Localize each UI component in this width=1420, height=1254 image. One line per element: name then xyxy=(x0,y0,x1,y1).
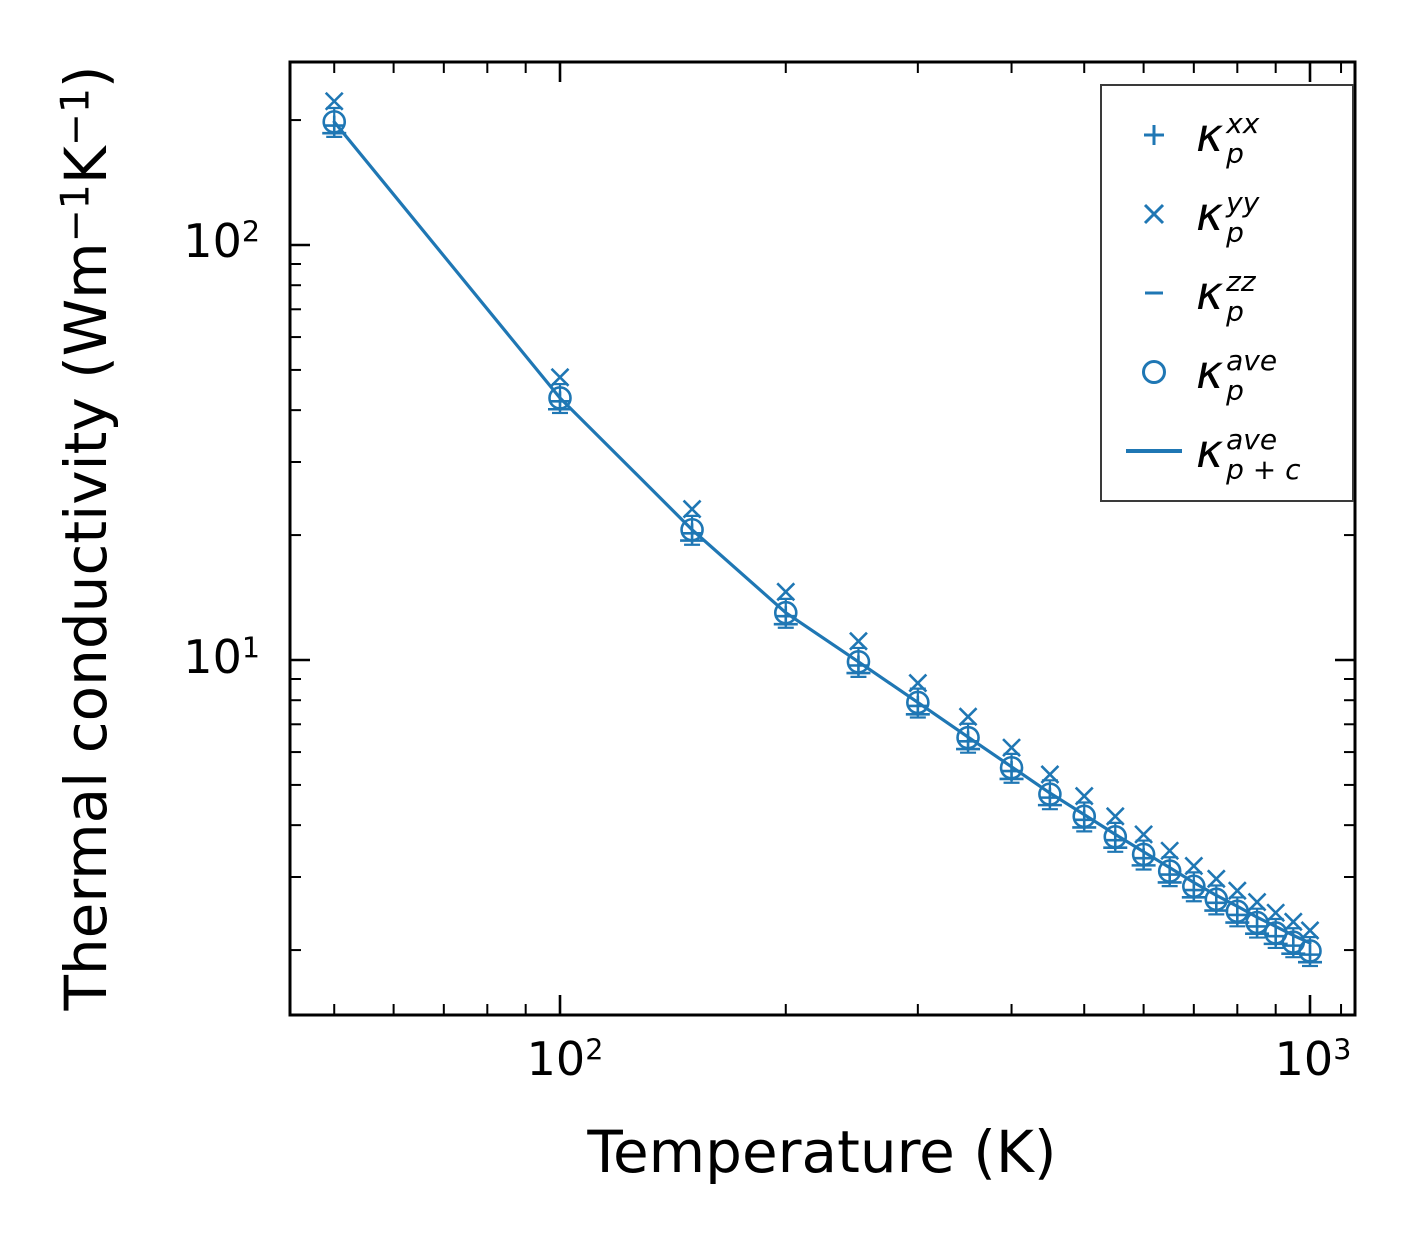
y-tick-label-10: 101 xyxy=(183,630,260,684)
line-marker-icon xyxy=(1112,429,1196,473)
legend-label: κ ave p + c xyxy=(1196,422,1301,486)
y-tick-label-100: 102 xyxy=(183,214,260,268)
circle-marker-icon xyxy=(1112,350,1196,394)
dash-marker-icon xyxy=(1112,271,1196,315)
legend-entry-kappa-ave: κ ave p xyxy=(1112,339,1346,407)
legend-label: κ ave p xyxy=(1196,343,1278,407)
legend-entry-kappa-zz: κ zz p xyxy=(1112,260,1346,328)
legend-entry-kappa-yy: κ yy p xyxy=(1112,181,1346,249)
legend-label: κ xx p xyxy=(1196,106,1260,170)
x-tick-label-100: 102 xyxy=(526,1032,604,1086)
legend-entry-kappa-xx: κ xx p xyxy=(1112,102,1346,170)
y-axis-label: Thermal conductivity (Wm−1K−1) xyxy=(52,65,120,1011)
x-marker-icon xyxy=(1112,192,1196,236)
legend-label: κ zz p xyxy=(1196,264,1256,328)
legend-entry-kappa-p-plus-c: κ ave p + c xyxy=(1112,418,1346,486)
x-axis-label: Temperature (K) xyxy=(587,1118,1057,1186)
x-tick-label-1000: 103 xyxy=(1274,1032,1352,1086)
legend-label: κ yy p xyxy=(1196,185,1260,249)
legend: κ xx p κ yy p κ zz p κ ave p κ ave p + c xyxy=(1100,84,1354,502)
plus-marker-icon xyxy=(1112,113,1196,157)
